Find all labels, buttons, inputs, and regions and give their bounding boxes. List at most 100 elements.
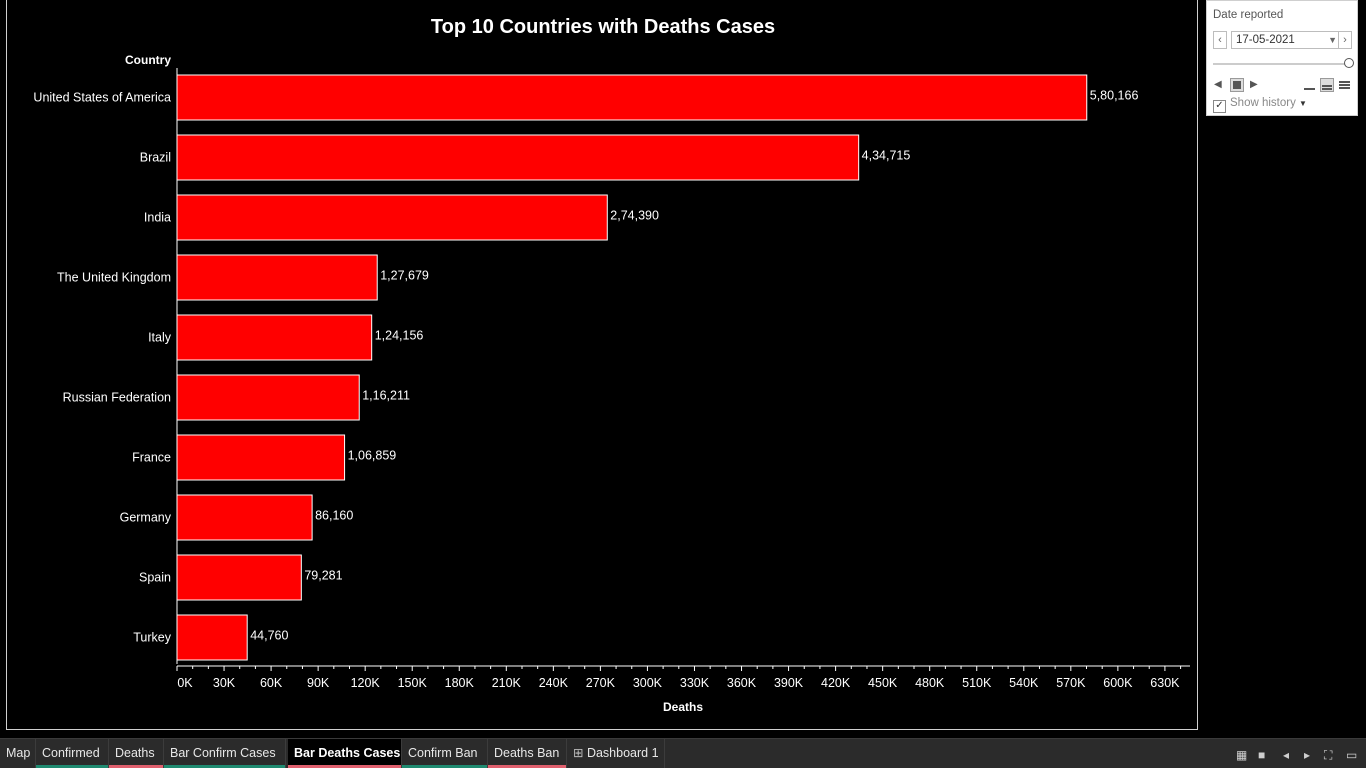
value-label: 86,160: [315, 509, 353, 523]
bar-9[interactable]: [176, 614, 248, 661]
tab-color-bar: [164, 765, 285, 768]
x-tick-label: 360K: [727, 676, 757, 690]
bar-1[interactable]: [176, 134, 860, 181]
value-label: 79,281: [304, 569, 342, 583]
play-forward-button[interactable]: ▶: [1249, 78, 1263, 92]
tab-color-bar: [288, 765, 401, 768]
x-tick-label: 450K: [868, 676, 898, 690]
tab-label: Map: [6, 746, 31, 760]
caret-down-icon: ▼: [1299, 99, 1307, 108]
tab-color-bar: [402, 765, 487, 768]
speed-slow-button[interactable]: [1303, 78, 1317, 92]
bar-0[interactable]: [176, 74, 1088, 121]
bar-8[interactable]: [176, 554, 302, 601]
date-slider-track[interactable]: [1213, 63, 1347, 65]
grid-view-icon[interactable]: ▦: [1236, 748, 1248, 762]
date-slider-handle[interactable]: [1344, 58, 1354, 68]
play-back-icon: ◀: [1214, 79, 1222, 90]
category-label: India: [144, 211, 171, 225]
bar-6[interactable]: [176, 434, 346, 481]
bar-5[interactable]: [176, 374, 360, 421]
date-select[interactable]: 17-05-2021 ▼: [1231, 31, 1342, 49]
bar-4[interactable]: [176, 314, 373, 361]
value-label: 1,27,679: [380, 269, 429, 283]
tab-label: Bar Deaths Cases: [294, 746, 401, 760]
x-tick-label: 420K: [821, 676, 851, 690]
tab-confirmed[interactable]: Confirmed: [36, 739, 109, 768]
speed-fast-button[interactable]: [1338, 78, 1352, 92]
tab-label: Bar Confirm Cases: [170, 746, 276, 760]
x-tick-label: 540K: [1009, 676, 1039, 690]
date-filter-panel: Date reported ‹ 17-05-2021 ▼ › ◀ ▶ ✓ Show…: [1206, 0, 1358, 116]
sheet-tab-bar: Map Confirmed Deaths Bar Confirm Cases Bar D…: [0, 738, 1366, 768]
next-sheet-icon[interactable]: ▸: [1304, 748, 1311, 762]
y-axis-header: Country: [125, 53, 171, 67]
tab-dashboard-1[interactable]: ⊞ Dashboard 1: [567, 739, 665, 768]
presentation-icon[interactable]: ▭: [1346, 748, 1358, 762]
next-date-button[interactable]: ›: [1338, 31, 1352, 49]
date-value: 17-05-2021: [1236, 34, 1295, 46]
x-tick-label: 570K: [1056, 676, 1086, 690]
x-tick-label: 150K: [398, 676, 428, 690]
speed-fast-icon: [1339, 81, 1350, 83]
value-label: 44,760: [250, 629, 288, 643]
bar-2[interactable]: [176, 194, 608, 241]
chart-title: Top 10 Countries with Deaths Cases: [431, 16, 775, 38]
speed-medium-icon: [1322, 85, 1332, 87]
x-tick-label: 30K: [213, 676, 236, 690]
play-forward-icon: ▶: [1250, 79, 1258, 90]
prev-sheet-icon[interactable]: ◂: [1283, 748, 1290, 762]
x-tick-label: 210K: [492, 676, 522, 690]
dashboard-icon: ⊞: [573, 746, 587, 760]
x-tick-label: 330K: [680, 676, 710, 690]
x-tick-label: 60K: [260, 676, 283, 690]
x-tick-label: 0K: [177, 676, 193, 690]
bar-3[interactable]: [176, 254, 378, 301]
value-label: 1,06,859: [348, 449, 397, 463]
show-history-toggle[interactable]: ✓ Show history ▼: [1213, 97, 1307, 113]
category-label: France: [132, 451, 171, 465]
x-tick-label: 630K: [1150, 676, 1180, 690]
category-label: Spain: [139, 571, 171, 585]
value-label: 1,24,156: [375, 329, 424, 343]
fullscreen-icon[interactable]: ⛶: [1324, 748, 1333, 762]
single-sheet-icon[interactable]: ■: [1258, 748, 1266, 762]
prev-date-button[interactable]: ‹: [1213, 31, 1227, 49]
tab-label: Deaths: [115, 746, 155, 760]
category-label: The United Kingdom: [57, 271, 171, 285]
filter-title: Date reported: [1213, 9, 1284, 21]
tab-label: Dashboard 1: [586, 746, 659, 760]
tab-deaths-ban[interactable]: Deaths Ban: [488, 739, 567, 768]
tab-bar-confirm-cases[interactable]: Bar Confirm Cases: [164, 739, 286, 768]
tab-map[interactable]: Map: [0, 739, 36, 768]
tab-color-bar: [109, 765, 163, 768]
checkbox-checked-icon: ✓: [1213, 100, 1226, 113]
category-label: Brazil: [140, 151, 171, 165]
x-tick-label: 180K: [445, 676, 475, 690]
stop-icon: [1233, 81, 1241, 89]
speed-medium-button[interactable]: [1320, 78, 1334, 92]
chevron-right-icon: ›: [1343, 34, 1347, 46]
tab-color-bar: [488, 765, 566, 768]
value-label: 1,16,211: [362, 389, 410, 403]
category-label: Turkey: [133, 631, 171, 645]
x-tick-label: 120K: [351, 676, 381, 690]
play-back-button[interactable]: ◀: [1213, 78, 1227, 92]
category-label: Russian Federation: [63, 391, 171, 405]
category-label: Germany: [120, 511, 172, 525]
bar-7[interactable]: [176, 494, 313, 541]
x-tick-label: 600K: [1103, 676, 1133, 690]
chevron-left-icon: ‹: [1218, 34, 1222, 46]
tab-bar-deaths-cases[interactable]: Bar Deaths Cases: [288, 739, 402, 768]
chevron-down-icon: ▼: [1328, 35, 1337, 45]
chart-worksheet: Top 10 Countries with Deaths Cases Count…: [6, 0, 1198, 730]
stop-button[interactable]: [1230, 78, 1244, 92]
x-tick-label: 90K: [307, 676, 330, 690]
category-label: Italy: [148, 331, 172, 345]
value-label: 4,34,715: [862, 149, 911, 163]
speed-slow-icon: [1304, 88, 1315, 90]
tab-confirm-ban[interactable]: Confirm Ban: [402, 739, 488, 768]
tab-deaths[interactable]: Deaths: [109, 739, 164, 768]
x-axis-label: Deaths: [663, 700, 703, 714]
tab-color-bar: [36, 765, 108, 768]
